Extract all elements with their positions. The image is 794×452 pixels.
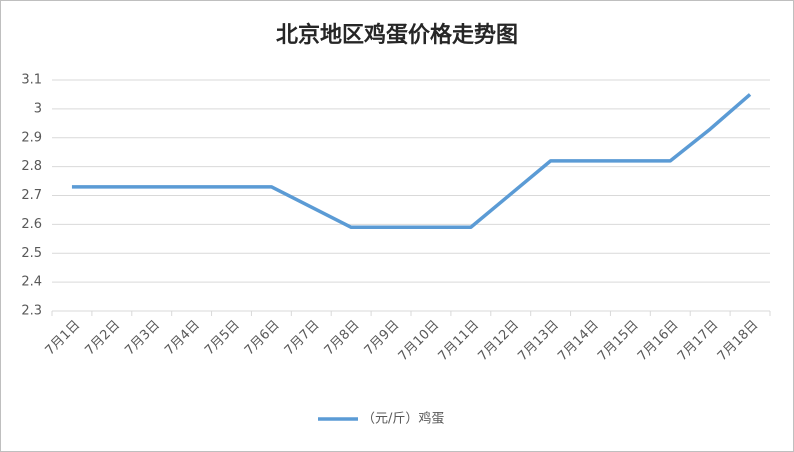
chart-title: 北京地区鸡蛋价格走势图 bbox=[276, 22, 518, 48]
y-tick-label: 2.8 bbox=[21, 159, 42, 174]
line-series bbox=[71, 93, 752, 230]
y-tick-label: 2.3 bbox=[21, 304, 42, 319]
y-tick-label: 2.6 bbox=[21, 217, 42, 232]
y-tick-label: 3.1 bbox=[21, 73, 42, 88]
y-tick-label: 2.5 bbox=[21, 246, 42, 261]
y-tick-label: 3 bbox=[34, 101, 42, 116]
legend-label: （元/斤）鸡蛋 bbox=[362, 411, 444, 427]
y-tick-label: 2.7 bbox=[21, 188, 42, 203]
y-tick-label: 2.4 bbox=[21, 275, 42, 290]
y-tick-label: 2.9 bbox=[21, 130, 42, 145]
